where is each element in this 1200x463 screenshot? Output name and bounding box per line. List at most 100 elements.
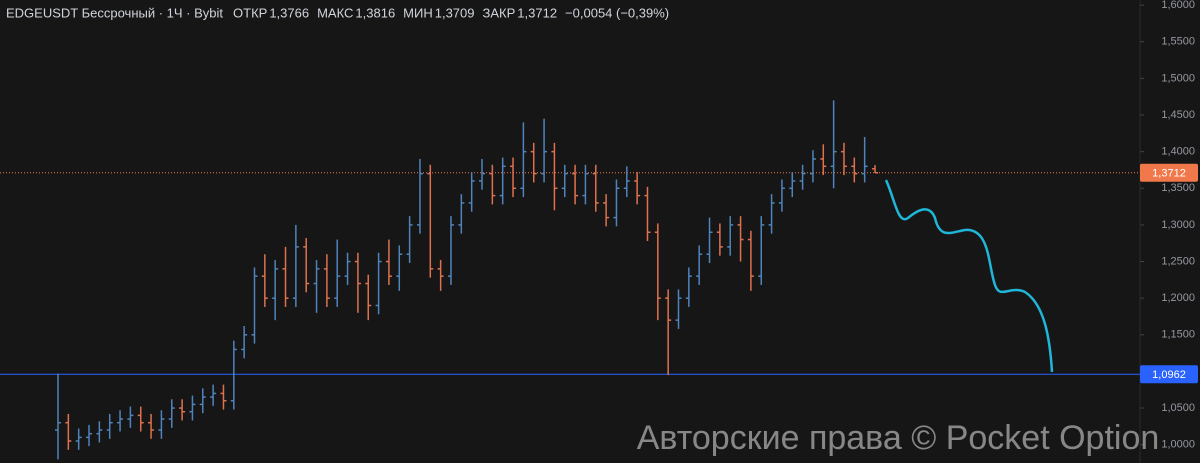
ohlc-bar <box>768 194 775 234</box>
y-tick-label: 1,5500 <box>1161 36 1195 48</box>
ohlc-bar <box>541 118 548 183</box>
ohlc-bar <box>799 164 806 190</box>
header-value: 1,3709 <box>435 5 475 20</box>
ohlc-bar <box>727 216 734 256</box>
header-label: МАКС <box>317 5 353 20</box>
ohlc-bar <box>96 421 103 443</box>
ohlc-bar <box>251 267 258 344</box>
ohlc-bar <box>375 252 382 315</box>
ohlc-bar <box>292 224 299 307</box>
ohlc-bar <box>665 289 672 376</box>
ohlc-bar <box>168 399 175 428</box>
ohlc-bar <box>199 388 206 414</box>
ohlc-bar <box>385 239 392 285</box>
ohlc-bar <box>65 413 72 450</box>
watermark: Авторские права © Pocket Option <box>637 419 1160 457</box>
ohlc-bar <box>75 428 82 450</box>
header-value: 1,3712 <box>517 5 557 20</box>
y-tick-label: 1,1500 <box>1161 329 1195 341</box>
header-value: 1,3766 <box>269 5 309 20</box>
ohlc-bar <box>510 157 517 198</box>
header-label: ОТКР <box>233 5 267 20</box>
ohlc-bar <box>241 326 248 359</box>
y-tick-label: 1,3000 <box>1161 219 1195 231</box>
ohlc-bar <box>840 142 847 176</box>
ohlc-bar <box>820 144 827 176</box>
forecast-curve <box>884 179 1054 373</box>
ohlc-bar <box>365 274 372 321</box>
y-tick-label: 1,2000 <box>1161 292 1195 304</box>
ohlc-bar <box>210 384 217 406</box>
ohlc-bar <box>872 165 878 174</box>
y-tick-label: 1,5000 <box>1161 72 1195 84</box>
ohlc-bar <box>747 230 754 291</box>
ohlc-bar <box>499 157 506 205</box>
ohlc-bar <box>479 158 486 190</box>
ohlc-bar <box>468 172 475 212</box>
ohlc-bar <box>861 136 868 183</box>
ohlc-bar <box>158 410 165 439</box>
ohlc-bar <box>592 164 599 212</box>
header: EDGEUSDT Бессрочный · 1Ч · Bybit ОТКР 1,3… <box>6 5 669 20</box>
ohlc-bar <box>117 410 124 432</box>
ohlc-bar <box>220 384 227 410</box>
bars <box>55 100 878 460</box>
ohlc-bar <box>696 245 703 285</box>
ohlc-bar <box>603 194 610 227</box>
ohlc-bar <box>189 395 196 421</box>
ohlc-bar <box>230 340 237 410</box>
ohlc-bar <box>406 216 413 264</box>
price-line-tag <box>1140 163 1198 182</box>
y-tick-label: 1,2500 <box>1161 255 1195 267</box>
header-label: МИН <box>403 5 433 20</box>
ohlc-bar <box>778 179 785 212</box>
ohlc-bar <box>809 150 816 183</box>
ohlc-bar <box>179 399 186 421</box>
y-tick-label: 1,6000 <box>1161 0 1195 11</box>
level-line-label: 1,0962 <box>1152 369 1186 381</box>
y-tick-label: 1,0500 <box>1161 402 1195 414</box>
ohlc-bar <box>313 260 320 313</box>
ohlc-bar <box>685 267 692 307</box>
ohlc-bar <box>789 172 796 198</box>
ohlc-bar <box>127 406 134 428</box>
ohlc-bar <box>447 216 454 285</box>
header-value: 1,3816 <box>355 5 395 20</box>
ohlc-bar <box>55 373 61 460</box>
ohlc-bar <box>737 216 744 262</box>
level-line-tag <box>1140 365 1198 384</box>
ohlc-bar <box>489 164 496 205</box>
ohlc-bar <box>582 164 589 205</box>
y-tick-label: 1,4000 <box>1161 146 1195 158</box>
ohlc-bar <box>572 164 579 205</box>
ohlc-bar <box>634 172 641 205</box>
ohlc-bar <box>644 186 651 242</box>
ohlc-bar <box>758 216 765 285</box>
ohlc-bar <box>272 260 279 321</box>
ohlc-bar <box>427 164 434 278</box>
ohlc-bar <box>520 122 527 198</box>
y-tick-label: 1,0000 <box>1161 439 1195 451</box>
y-tick-label: 1,4500 <box>1161 109 1195 121</box>
ohlc-bar <box>675 289 682 329</box>
header-change: −0,0054 (−0,39%) <box>565 5 669 20</box>
ohlc-bar <box>851 157 858 183</box>
y-tick-label: 1,3500 <box>1161 182 1195 194</box>
header-label: ЗАКР <box>483 5 516 20</box>
ohlc-bar <box>551 142 558 211</box>
chart-title: EDGEUSDT Бессрочный · 1Ч · Bybit <box>6 5 223 20</box>
ohlc-bar <box>613 179 620 227</box>
ohlc-bar <box>396 245 403 291</box>
ohlc-bar <box>106 413 113 439</box>
ohlc-bar <box>623 166 630 198</box>
ohlc-bar <box>282 246 289 307</box>
ohlc-bar <box>830 100 837 189</box>
ohlc-bar <box>654 223 661 321</box>
price-line-label: 1,3712 <box>1152 168 1186 180</box>
ohlc-bar <box>137 406 144 432</box>
ohlc-bar <box>458 194 465 234</box>
ohlc-bar <box>561 164 568 198</box>
